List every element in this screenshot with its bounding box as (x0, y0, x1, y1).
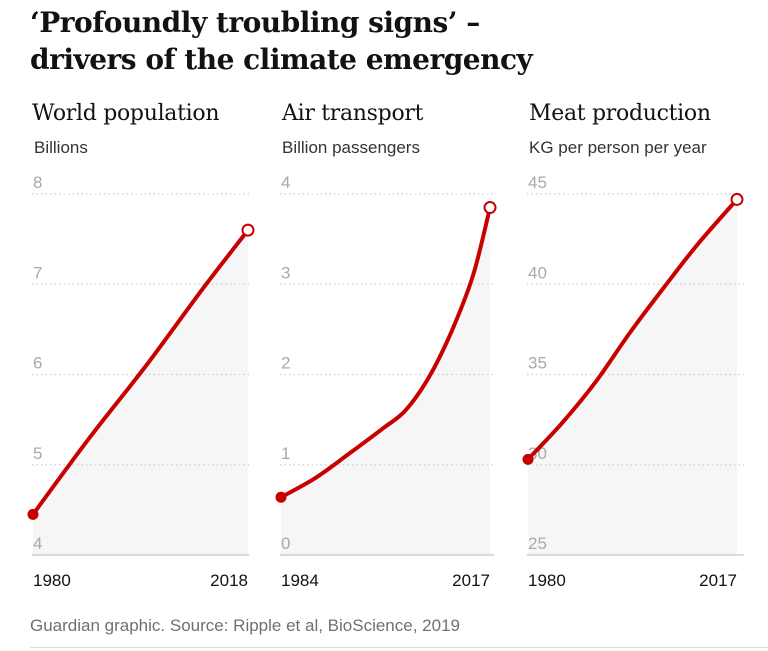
y-tick-label-population-6: 6 (33, 354, 42, 373)
y-tick-label-population-7: 7 (33, 263, 42, 282)
area-fill-meat-production (528, 199, 737, 555)
x-tick-label-population-start: 1980 (33, 571, 71, 590)
series-line-meat-production (526, 197, 739, 462)
y-tick-label-air-transport-1: 1 (281, 444, 290, 463)
x-tick-label-meat-production-end: 2017 (699, 571, 737, 590)
start-point-air-transport (275, 491, 287, 503)
bottom-divider (30, 647, 768, 648)
end-point-population (241, 223, 255, 237)
start-point-meat-production (522, 453, 534, 465)
y-tick-label-population-8: 8 (33, 173, 42, 192)
y-tick-label-meat-production-40: 40 (528, 263, 547, 282)
y-tick-label-population-5: 5 (33, 444, 42, 463)
source-note: Guardian graphic. Source: Ripple et al, … (30, 616, 460, 635)
panel-title-air-transport: Air transport (282, 101, 424, 126)
y-tick-label-air-transport-0: 0 (281, 534, 290, 553)
start-point-population (27, 508, 39, 520)
x-tick-label-population-end: 2018 (210, 571, 248, 590)
panel-title-meat-production: Meat production (529, 101, 711, 126)
x-tick-label-air-transport-end: 2017 (452, 571, 490, 590)
y-tick-label-air-transport-3: 3 (281, 263, 290, 282)
series-line-air-transport (279, 205, 492, 500)
panel-title-population: World population (32, 101, 220, 126)
panel-subtitle-population: Billions (34, 138, 88, 157)
end-point-air-transport (483, 201, 497, 215)
x-tick-label-air-transport-start: 1984 (281, 571, 319, 590)
y-tick-label-meat-production-25: 25 (528, 534, 547, 553)
series-line-population (31, 228, 250, 517)
area-fill-population (33, 230, 248, 555)
title-line-2: drivers of the climate emergency (30, 43, 533, 76)
y-tick-label-air-transport-2: 2 (281, 354, 290, 373)
panel-subtitle-air-transport: Billion passengers (282, 138, 420, 157)
x-tick-label-meat-production-start: 1980 (528, 571, 566, 590)
title-line-1: ‘Profoundly troubling signs’ – (30, 6, 480, 39)
panel-subtitle-meat-production: KG per person per year (529, 138, 707, 157)
y-tick-label-air-transport-4: 4 (281, 173, 290, 192)
y-tick-label-meat-production-45: 45 (528, 173, 547, 192)
end-point-meat-production (730, 192, 744, 206)
area-fill-air-transport (281, 207, 490, 555)
y-tick-label-meat-production-35: 35 (528, 354, 547, 373)
chart-title: ‘Profoundly troubling signs’ – drivers o… (30, 4, 533, 78)
y-tick-label-population-4: 4 (33, 534, 42, 553)
